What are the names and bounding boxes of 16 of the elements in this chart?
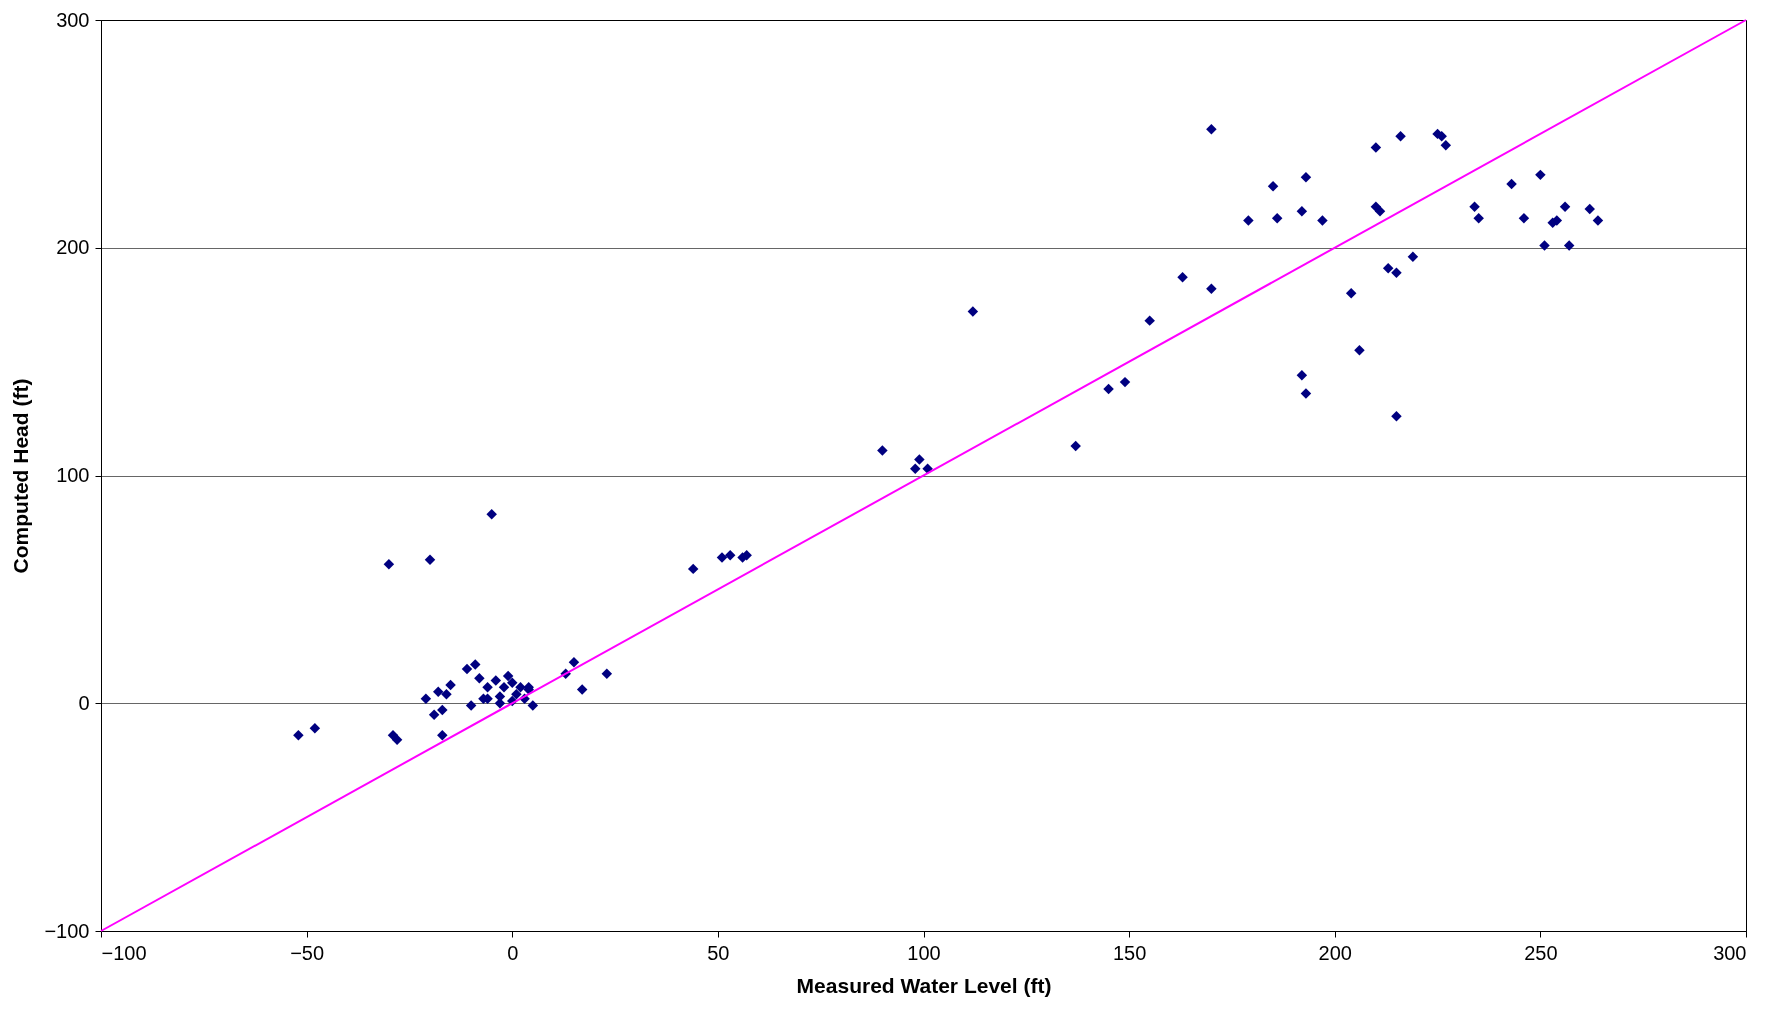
y-axis-title: Computed Head (ft) — [9, 378, 33, 574]
x-tick-label: 300 — [1713, 941, 1747, 964]
x-axis-title: Measured Water Level (ft) — [796, 973, 1052, 997]
x-tick-label: 200 — [1318, 941, 1352, 964]
x-tick-label: −100 — [101, 941, 147, 964]
y-tick-label: 300 — [56, 8, 90, 31]
x-tick-label: 250 — [1524, 941, 1558, 964]
y-tick-label: 100 — [56, 464, 90, 486]
x-tick-label: 150 — [1112, 941, 1147, 964]
x-tick-label: 100 — [907, 941, 941, 964]
x-tick-label: 0 — [507, 941, 519, 964]
y-tick-label: 0 — [78, 691, 90, 714]
x-tick-label: 50 — [707, 941, 730, 964]
y-tick-label: 200 — [56, 236, 90, 259]
y-tick-label: −100 — [44, 919, 90, 942]
x-tick-label: −50 — [290, 941, 325, 964]
